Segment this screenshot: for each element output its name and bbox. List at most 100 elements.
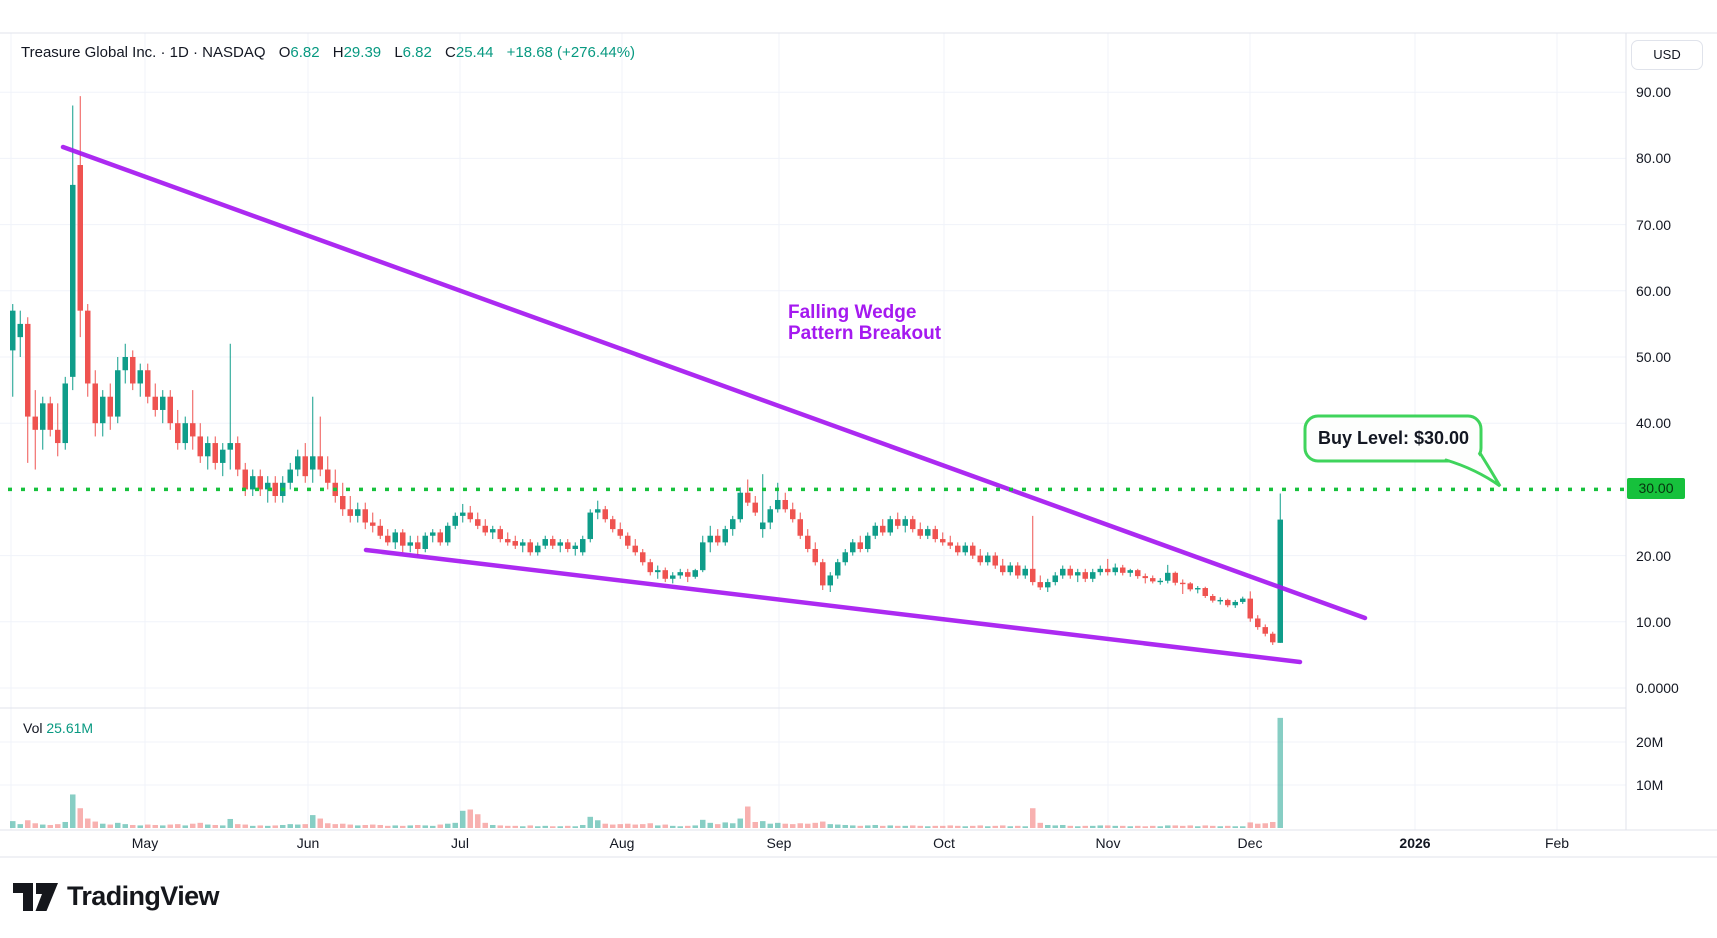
- buy-level-callout[interactable]: Buy Level: $30.00: [1317, 428, 1470, 448]
- candle: [662, 570, 668, 579]
- volume-bar: [992, 825, 998, 828]
- volume-bar: [685, 825, 691, 828]
- candle: [182, 423, 188, 444]
- volume-bar: [10, 821, 16, 828]
- buy-level-axis-label: 30.00: [1627, 478, 1685, 499]
- candle: [100, 396, 106, 424]
- candle: [572, 545, 578, 549]
- volume-value: 25.61M: [46, 720, 94, 736]
- candle: [445, 525, 451, 543]
- volume-bar: [317, 818, 323, 828]
- volume-bar: [370, 824, 376, 828]
- time-axis-label: Dec: [1237, 835, 1263, 851]
- volume-bar: [197, 822, 203, 828]
- volume-bar: [1180, 825, 1186, 828]
- volume-bar: [1112, 825, 1118, 828]
- candle: [167, 396, 173, 424]
- candle: [25, 323, 31, 417]
- volume-bar: [895, 825, 901, 828]
- volume-bar: [272, 825, 278, 828]
- candle: [917, 529, 923, 536]
- volume-bar: [835, 824, 841, 828]
- volume-bar: [1202, 825, 1208, 828]
- price-axis-label: 80.00: [1636, 150, 1672, 167]
- volume-bar: [887, 825, 893, 828]
- candle: [70, 184, 76, 377]
- candle: [985, 555, 991, 563]
- wedge-annotation[interactable]: Falling Wedge Pattern Breakout: [788, 302, 941, 344]
- candle: [347, 509, 353, 516]
- candle: [55, 429, 61, 444]
- volume-bar: [310, 815, 316, 828]
- candle: [175, 423, 181, 444]
- volume-bar: [700, 819, 706, 828]
- candle: [947, 542, 953, 546]
- candle: [895, 519, 901, 526]
- candle: [1172, 572, 1178, 583]
- candle: [932, 529, 938, 540]
- candle: [40, 403, 46, 430]
- candle: [790, 509, 796, 520]
- candle: [1060, 568, 1066, 576]
- volume-bar: [985, 826, 991, 828]
- candle: [1127, 570, 1133, 573]
- candle: [1195, 588, 1201, 590]
- volume-bar: [1060, 824, 1066, 828]
- candle: [220, 449, 226, 463]
- candle: [152, 396, 158, 410]
- volume-bar: [812, 822, 818, 828]
- candle: [767, 509, 773, 523]
- tradingview-logo[interactable]: TradingView: [13, 881, 220, 912]
- candle: [1150, 578, 1156, 582]
- volume-bar: [227, 818, 233, 828]
- candle: [85, 310, 91, 384]
- candle: [452, 515, 458, 526]
- candle: [872, 525, 878, 536]
- candle: [850, 542, 856, 553]
- candle: [122, 357, 128, 371]
- candle: [1112, 567, 1118, 573]
- volume-bar: [392, 825, 398, 828]
- volume-bar: [107, 824, 113, 828]
- candle: [865, 535, 871, 549]
- candle: [745, 492, 751, 503]
- volume-bar: [707, 822, 713, 828]
- volume-bar: [647, 823, 653, 828]
- candle: [835, 562, 841, 576]
- candle: [760, 522, 766, 530]
- tradingview-logo-icon: [13, 882, 58, 911]
- volume-bar: [85, 818, 91, 828]
- volume-bar: [782, 823, 788, 828]
- currency-button[interactable]: USD: [1631, 40, 1703, 70]
- wedge-annotation-line1: Falling Wedge: [788, 302, 917, 323]
- candle: [782, 499, 788, 510]
- candle: [677, 572, 683, 576]
- candle: [1045, 582, 1051, 588]
- candle: [287, 469, 293, 483]
- lower-trendline[interactable]: [363, 547, 1303, 665]
- callout-box[interactable]: [1303, 414, 1483, 463]
- candle: [1082, 572, 1088, 579]
- volume-bar: [1135, 825, 1141, 828]
- volume-bar: [490, 824, 496, 828]
- candle: [400, 532, 406, 546]
- symbol-title: Treasure Global Inc. · 1D · NASDAQ: [21, 44, 266, 61]
- time-axis-label: Feb: [1544, 835, 1570, 851]
- upper-trendline[interactable]: [60, 144, 1368, 621]
- volume-bar: [1172, 825, 1178, 828]
- candle: [407, 542, 413, 546]
- candle: [130, 357, 136, 384]
- volume-bar: [1090, 825, 1096, 828]
- candle: [632, 545, 638, 553]
- time-axis-label: 2026: [1399, 835, 1431, 851]
- candle: [1052, 575, 1058, 583]
- volume-bar: [145, 824, 151, 828]
- volume-bar: [662, 824, 668, 828]
- candle: [587, 512, 593, 540]
- volume-bar: [805, 823, 811, 828]
- candle: [715, 535, 721, 543]
- price-axis-label: 50.00: [1636, 349, 1672, 365]
- time-axis-label: Sep: [766, 835, 792, 851]
